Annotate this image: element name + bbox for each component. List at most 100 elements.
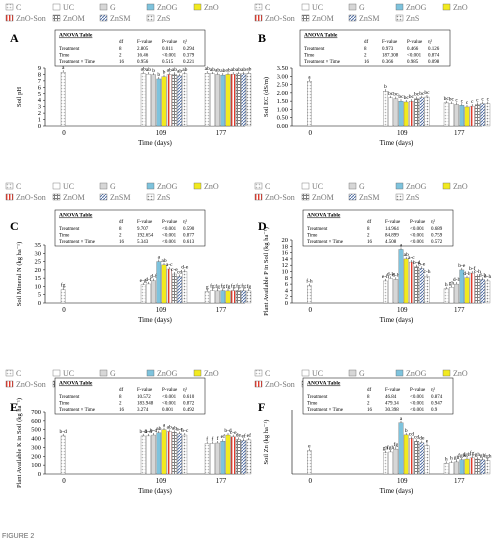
legend-label: ZnO [453,182,468,191]
bar [241,440,246,475]
bar [156,432,162,475]
legend-swatch [301,182,310,190]
anova-cell: <0.001 [410,227,425,232]
significance-label: b-d [150,428,158,434]
bar [215,442,220,475]
x-axis-label: Time (days) [138,487,172,495]
bar [225,434,231,475]
legend-swatch [254,14,263,22]
legend-label: ZnOG [406,3,427,12]
legend-swatch [301,193,310,201]
legend-label: ZnOG [406,182,427,191]
significance-label: b-d [140,429,148,435]
bar [215,74,220,127]
bar [449,103,454,127]
legend-label: ZnOM [63,193,85,202]
y-axis-label: Plant Available K in Soil (kg ha⁻¹) [16,398,23,488]
bar [480,459,485,475]
legend-swatch [254,369,263,377]
chart-panel: A ANOVA Table df F-value P-value η² Treatment 8… [10,29,252,147]
significance-label: b-d [413,260,421,266]
anova-cell: <0.001 [407,54,422,59]
bar [166,268,172,304]
bar [414,441,419,475]
y-tick-label: 8 [38,71,41,78]
bar [409,438,414,475]
anova-cell: 0.590 [183,227,195,232]
chart-panel: E ANOVA Table df F-value P-value η² Treatment 8… [10,377,252,495]
legend-swatch [52,182,61,190]
bar [419,97,425,127]
legend-swatch [146,193,155,201]
significance-label: fg [241,283,246,290]
bar [443,102,449,127]
anova-cell: Treatment × Time [304,60,341,65]
anova-cell: 0.001 [162,408,174,413]
y-axis-label: Soil EC (dS/m) [263,77,270,117]
legend-label: ZnOM [312,14,334,23]
y-tick-label: 6 [38,84,42,91]
legend-swatch [5,3,14,11]
bar [383,280,388,304]
y-tick-label: 15 [35,275,42,282]
legend-swatch [5,369,14,377]
significance-label: ab [241,67,246,73]
bar [60,72,66,127]
legend-label: ZnO-Son [265,380,295,389]
anova-cell: Treatment × Time [59,240,96,245]
significance-label: ab [167,424,172,430]
y-tick-label: 10 [35,283,42,290]
anova-cell: Time [59,234,70,239]
x-tick-label: 0 [62,477,66,485]
legend-swatch [301,369,310,377]
anova-cell: 9.707 [137,227,149,232]
significance-label: a-c [176,427,183,433]
anova-header: η² [183,39,188,45]
legend-label: ZnOG [406,369,427,378]
x-tick-label: 177 [454,477,465,485]
legend-label: ZnO [204,369,219,378]
legend-swatch [442,182,451,190]
panel-letter: B [258,31,266,45]
significance-label: h [450,456,453,462]
anova-cell: Time [304,54,315,59]
anova-cell: <0.001 [162,227,177,232]
significance-label: bc [444,96,450,102]
anova-header: P-value [410,388,426,393]
bar [60,289,66,304]
significance-label: gh [454,455,460,461]
legend-swatch [52,193,61,201]
legend-label: C [265,3,270,12]
significance-label: b [405,428,408,434]
significance-label: cd [414,434,419,440]
bar [140,435,146,475]
anova-cell: Treatment × Time [59,60,96,65]
significance-label: bc [404,95,410,101]
bar [443,463,449,475]
legend-swatch [348,3,357,11]
legend-label: UC [63,182,74,191]
legend: C UC G ZnOG ZnO ZnO-Son ZnOM ZnSM ZnS [254,182,468,202]
significance-label: gh [449,280,455,286]
significance-label: ef [241,432,245,439]
anova-cell: Time [59,402,70,407]
x-tick-label: 109 [397,477,408,485]
y-tick-label: 2.00 [277,90,288,97]
legend-swatch [348,182,357,190]
y-tick-label: 0 [285,300,288,307]
anova-cell: 0.366 [382,60,394,65]
significance-label: e-h [382,274,389,280]
bar [215,290,220,304]
y-tick-label: 9 [38,65,41,72]
legend-label: ZnS [157,14,170,23]
x-tick-label: 177 [216,306,227,314]
y-tick-label: 300 [31,444,41,451]
y-tick-label: 0 [38,471,41,478]
bar [151,280,156,304]
significance-label: bc [398,94,404,100]
anova-cell: 0.379 [183,54,195,59]
legend-label: C [16,182,21,191]
significance-label: ab [156,426,161,432]
chart-panel: C ANOVA Table df F-value P-value η² Treatment 8… [10,209,251,324]
anova-cell: 8 [119,227,122,232]
